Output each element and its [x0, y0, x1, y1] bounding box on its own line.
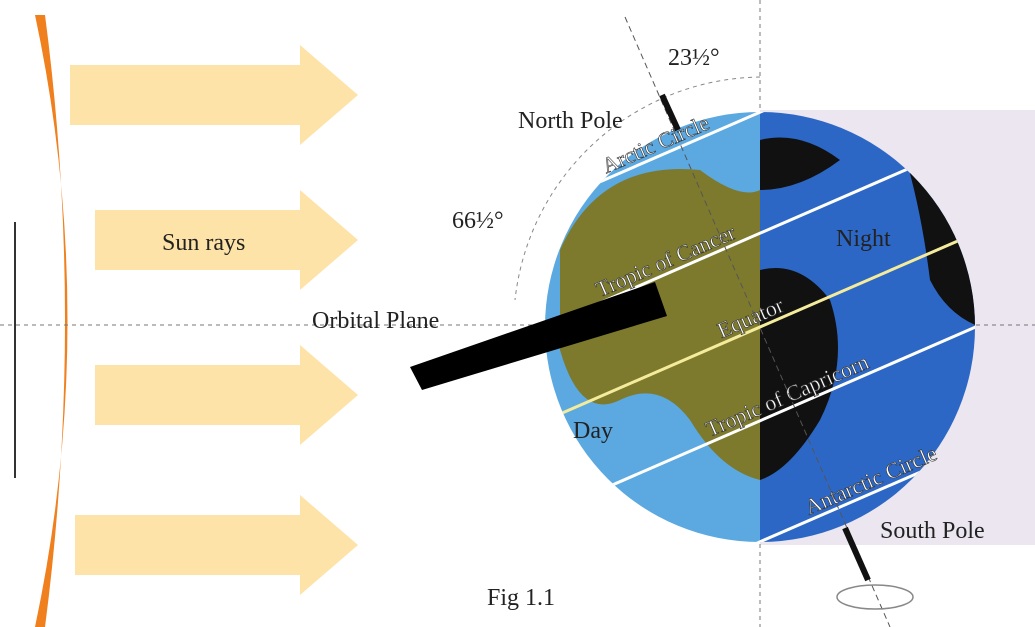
- south-pole-label: South Pole: [880, 518, 985, 544]
- caption: Fig 1.1: [487, 585, 555, 611]
- orbital-plane-bar: [410, 282, 667, 390]
- orbital-plane-label: Orbital Plane: [312, 308, 439, 334]
- tilt-label: 23½°: [668, 45, 720, 71]
- angle-label: 66½°: [452, 208, 504, 234]
- axis-south: [842, 526, 871, 582]
- earth-axis: [624, 16, 891, 627]
- sun-ray-arrows: [70, 45, 358, 595]
- night-label: Night: [836, 226, 891, 252]
- north-pole-label: North Pole: [518, 108, 623, 134]
- rotation-arrow: [836, 584, 914, 610]
- angle-arc: [514, 76, 761, 301]
- axis-north: [659, 93, 681, 132]
- day-label: Day: [573, 418, 613, 444]
- sun: [35, 15, 68, 627]
- sun-rays-label: Sun rays: [162, 230, 245, 256]
